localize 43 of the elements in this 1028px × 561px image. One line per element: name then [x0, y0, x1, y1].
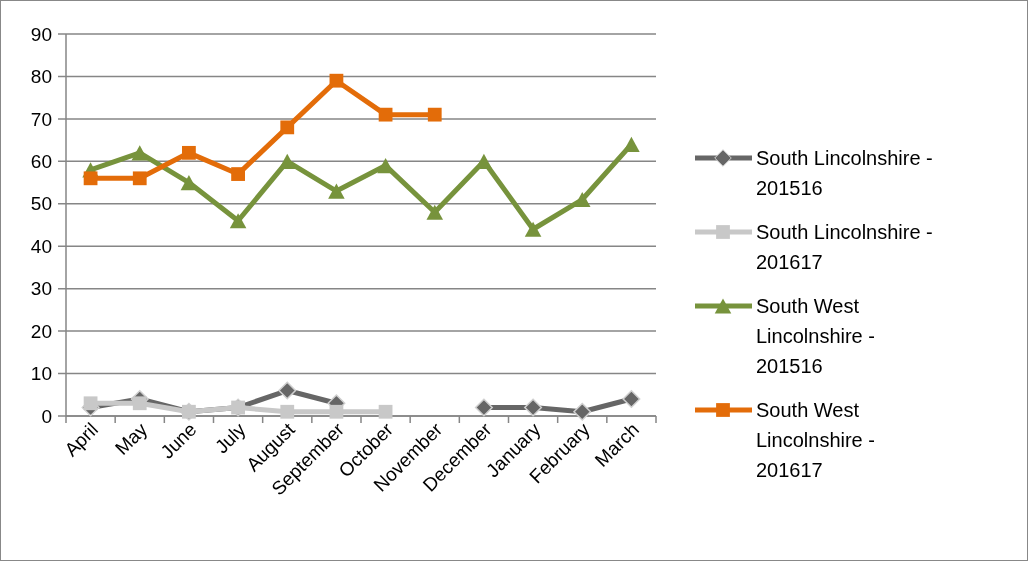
point	[329, 404, 344, 419]
y-tick-label: 50	[30, 193, 52, 215]
legend-label: South Lincolnshire - 201617	[756, 221, 933, 273]
point	[180, 174, 198, 191]
y-tick-label: 10	[30, 363, 52, 385]
point	[474, 398, 493, 417]
point	[231, 167, 245, 181]
legend-label: South West Lincolnshire - 201617	[756, 399, 875, 481]
point	[280, 120, 295, 135]
y-tick-label: 70	[30, 108, 52, 130]
point	[83, 396, 98, 411]
point	[573, 402, 592, 421]
point	[278, 381, 297, 400]
y-tick-label: 90	[30, 23, 52, 45]
point	[229, 213, 247, 229]
point	[623, 136, 640, 152]
y-tick-label: 30	[30, 278, 52, 300]
point	[131, 145, 149, 161]
y-tick-label: 20	[30, 320, 52, 342]
y-tick-label: 80	[30, 66, 52, 88]
point	[378, 107, 393, 122]
legend-label: South West Lincolnshire - 201516	[756, 295, 875, 377]
y-tick-label: 60	[30, 150, 52, 172]
point	[524, 221, 542, 237]
legend-label: South Lincolnshire - 201516	[756, 147, 933, 199]
y-tick-label: 0	[41, 405, 52, 427]
point	[132, 396, 147, 411]
point	[329, 73, 344, 88]
point	[524, 398, 543, 417]
point	[278, 153, 296, 169]
point	[426, 204, 444, 220]
y-tick-label: 40	[30, 235, 52, 257]
point	[378, 404, 393, 419]
point	[622, 390, 641, 409]
point	[182, 145, 196, 160]
point	[427, 107, 442, 122]
point	[328, 183, 345, 199]
point	[132, 171, 147, 186]
point	[280, 404, 295, 419]
point	[83, 171, 98, 186]
x-tick-label: May	[111, 418, 152, 459]
x-tick-label: July	[210, 418, 250, 458]
point	[573, 191, 591, 208]
